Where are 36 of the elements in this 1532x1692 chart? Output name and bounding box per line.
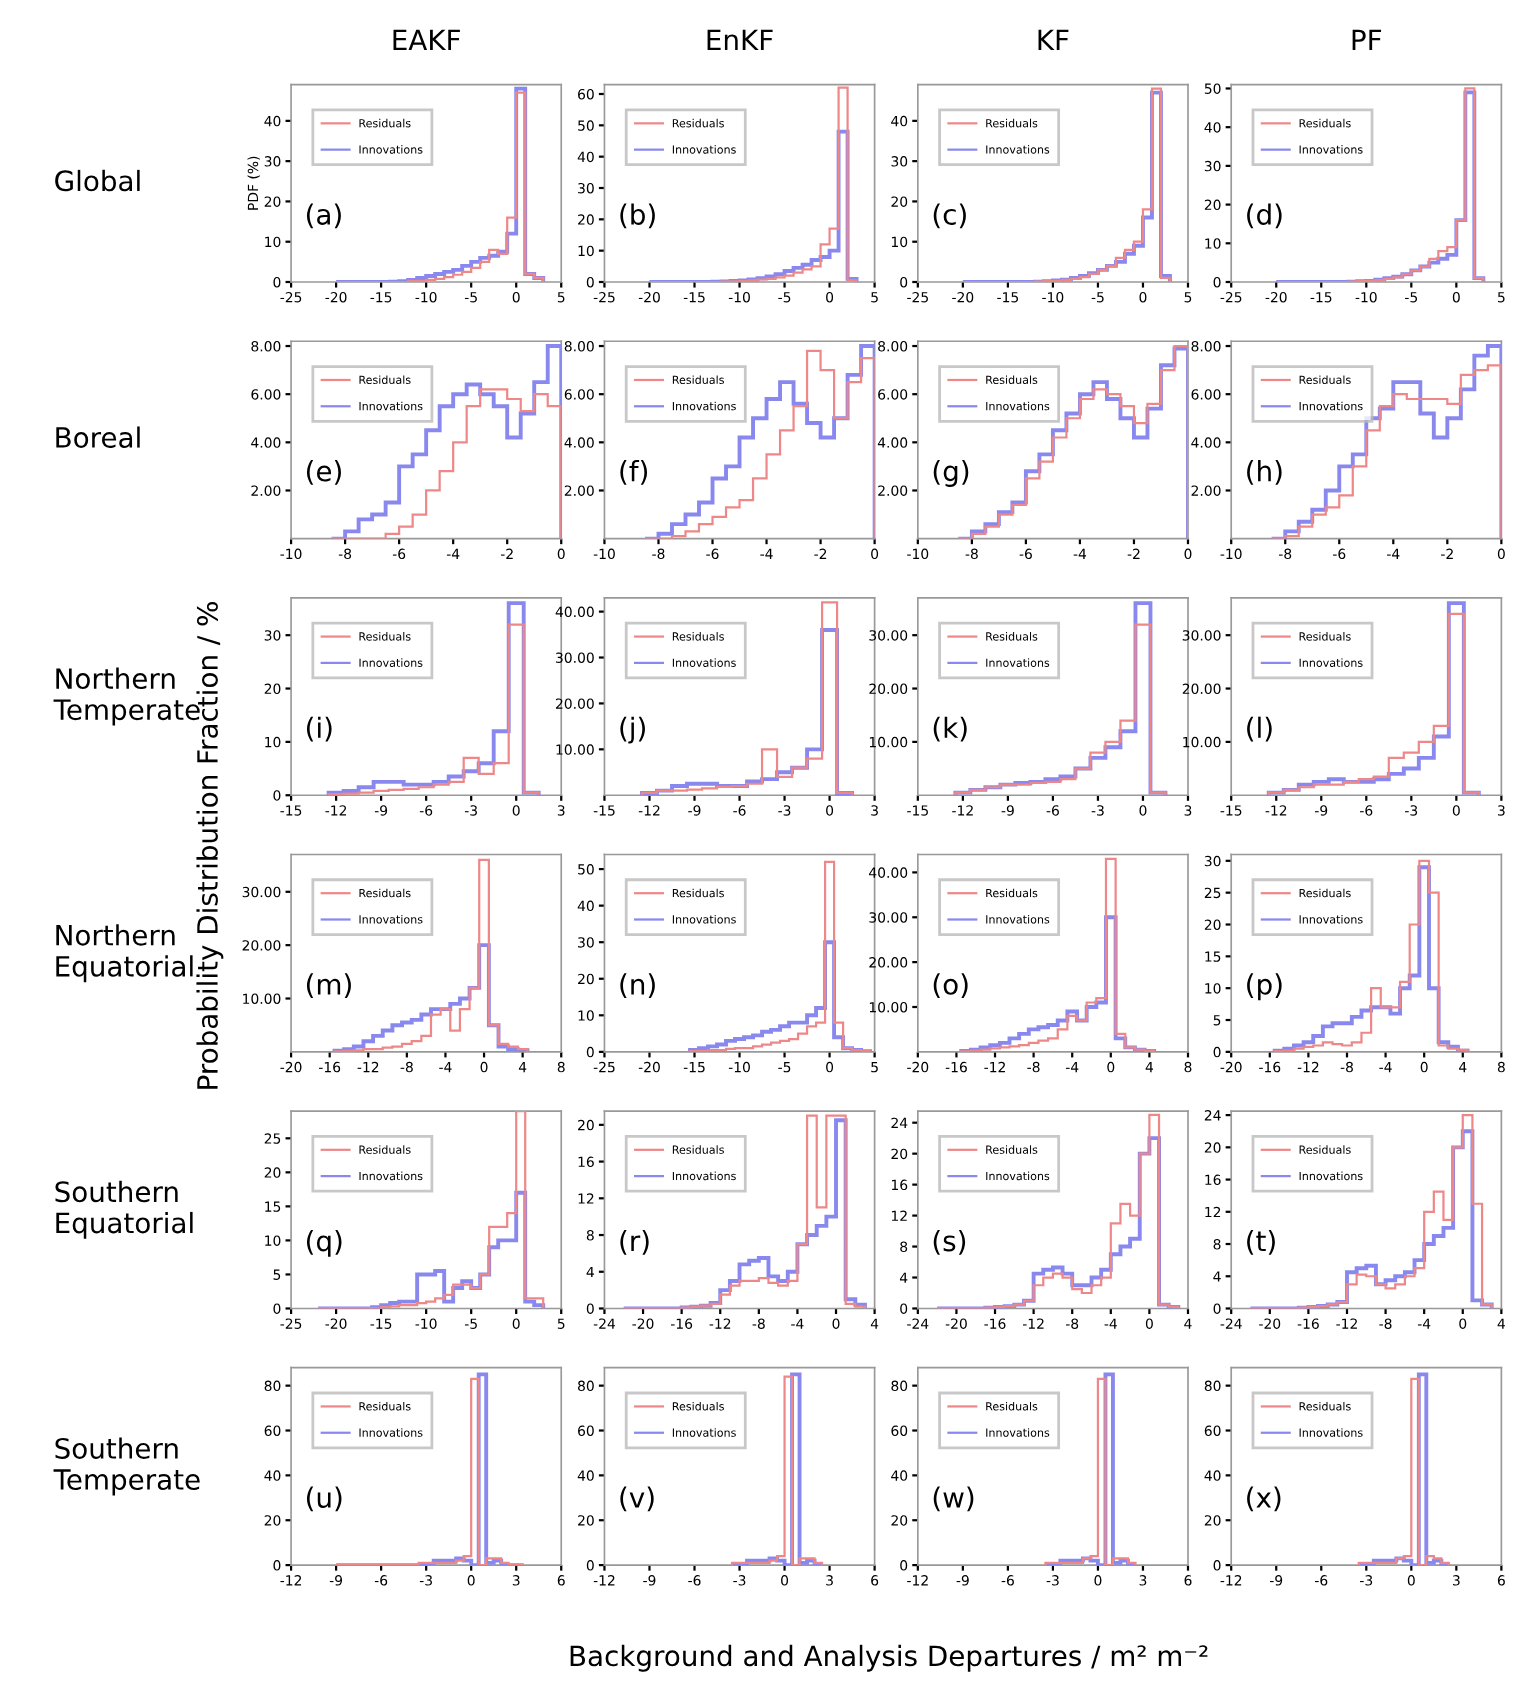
annotation: (j): [620, 716, 645, 744]
annotation: (i): [306, 716, 332, 742]
annotation: (r): [620, 1229, 649, 1255]
annotation: (o): [933, 973, 968, 999]
text: Southern Equatorial: [55, 1180, 193, 1239]
text: Background and Analysis Departures / m² m⁻²: [570, 1644, 1208, 1672]
annotation: (g): [933, 460, 969, 487]
annotation: (k): [933, 716, 967, 742]
annotation: (m): [306, 973, 351, 999]
annotation: (p): [1247, 973, 1282, 1001]
chart-title: EnKF: [707, 29, 773, 50]
annotation: (f): [620, 460, 648, 485]
annotation: (e): [306, 460, 341, 485]
annotation: (l): [1247, 716, 1272, 742]
annotation: (s): [933, 1229, 966, 1255]
annotation: (b): [620, 203, 655, 229]
annotation: (n): [620, 973, 655, 999]
annotation: (q): [306, 1229, 342, 1257]
text: Southern Temperate: [53, 1437, 200, 1496]
annotation: (u): [306, 1486, 342, 1512]
text: Boreal: [56, 426, 140, 448]
chart-title: EAKF: [393, 29, 460, 50]
annotation: (h): [1247, 460, 1282, 485]
annotation: (d): [1247, 203, 1282, 229]
annotation: (w): [933, 1486, 974, 1512]
annotation: (c): [933, 203, 966, 229]
text: Global: [55, 169, 140, 192]
chart-title: PF: [1352, 29, 1382, 50]
text: Probability Distribution Fraction / %: [196, 602, 224, 1089]
text: Northern Equatorial: [56, 924, 193, 983]
annotation: (v): [620, 1486, 654, 1512]
annotation: (a): [306, 203, 341, 229]
chart-title: KF: [1038, 29, 1069, 50]
annotation: (t): [1247, 1229, 1275, 1255]
text: Northern Temperate: [53, 667, 200, 726]
annotation: (x): [1247, 1486, 1281, 1512]
